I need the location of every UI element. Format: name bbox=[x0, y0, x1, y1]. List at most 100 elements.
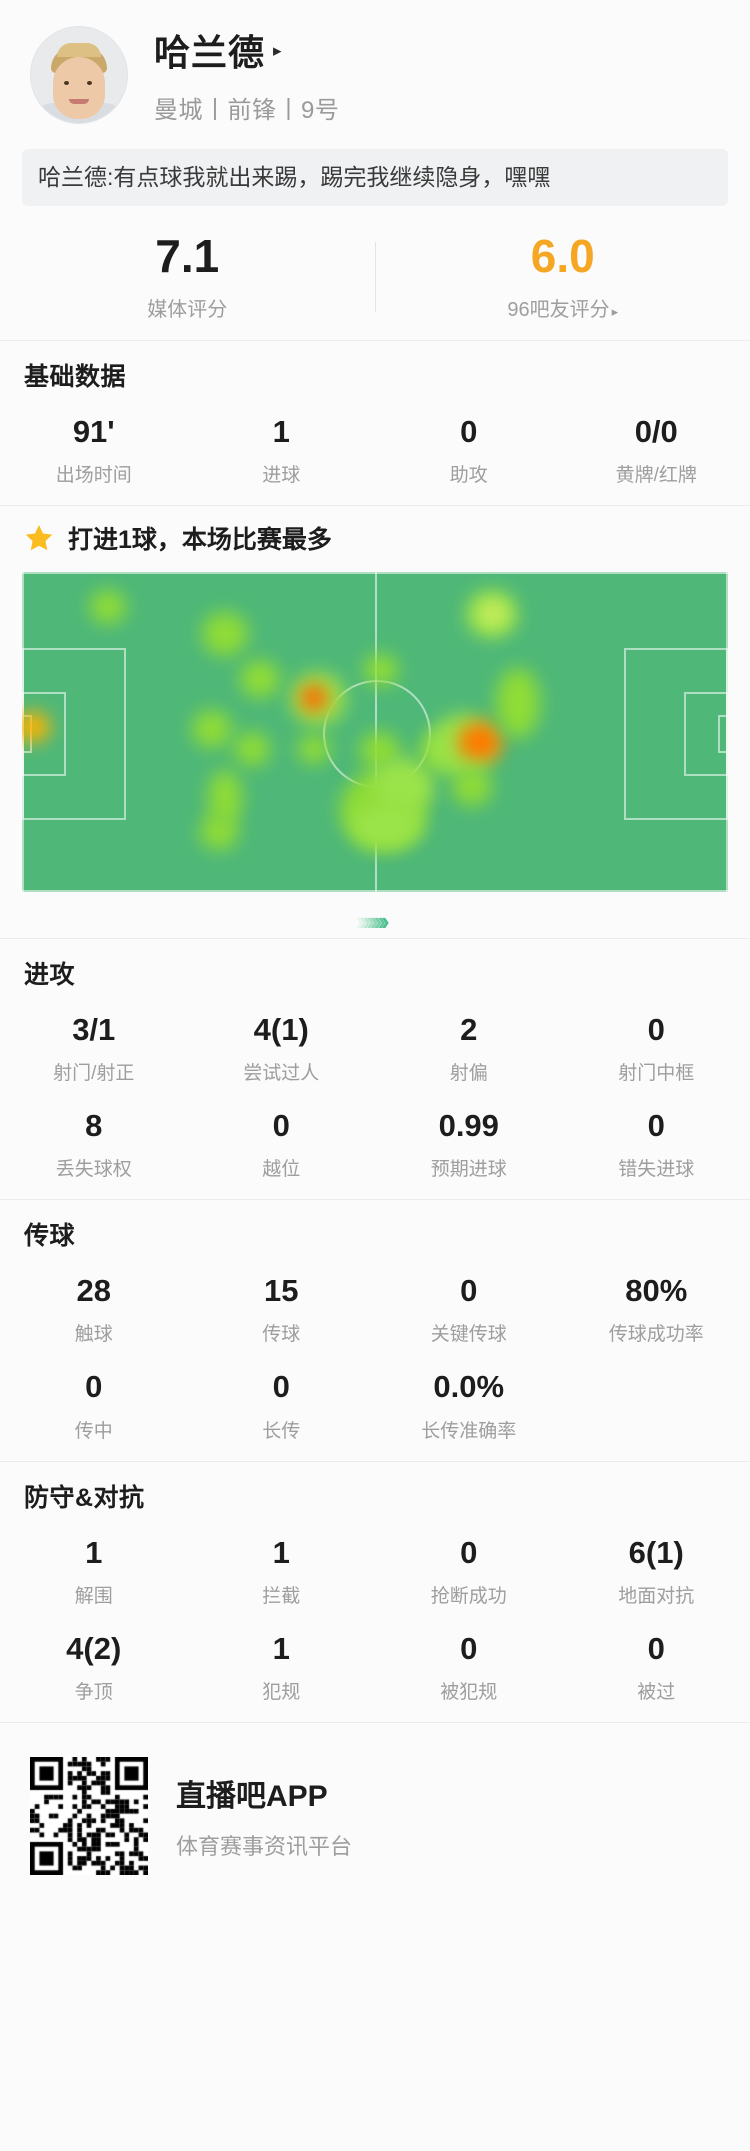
stat-cell: 0.0% 长传准确率 bbox=[375, 1354, 563, 1450]
stats-grid-defence: 1 解围 1 拦截 0 抢断成功 6(1) 地面对抗 4(2) 争顶 1 犯规 … bbox=[0, 1514, 750, 1722]
direction-arrow-icon: › bbox=[370, 906, 379, 937]
stat-label: 助攻 bbox=[449, 465, 488, 487]
direction-arrow-icon: › bbox=[366, 906, 375, 937]
stat-label: 关键传球 bbox=[430, 1324, 507, 1346]
stat-value: 1 bbox=[272, 414, 290, 450]
chevron-right-icon: ▸ bbox=[611, 304, 619, 320]
stat-value: 0 bbox=[272, 1369, 290, 1405]
stat-cell: 2 射偏 bbox=[375, 997, 563, 1093]
stat-cell: 8 丢失球权 bbox=[0, 1093, 188, 1189]
stat-label: 尝试过人 bbox=[243, 1063, 320, 1085]
stat-value: 91' bbox=[72, 414, 115, 450]
stat-cell: 0 错失进球 bbox=[563, 1093, 750, 1189]
player-name-row[interactable]: 哈兰德 ▸ bbox=[154, 24, 339, 76]
stat-cell: 0 被过 bbox=[563, 1616, 750, 1712]
stat-cell: 0 关键传球 bbox=[375, 1258, 563, 1354]
direction-arrow-icon: › bbox=[355, 906, 364, 937]
stat-value: 1 bbox=[272, 1534, 290, 1570]
stat-cell: 0/0 黄牌/红牌 bbox=[563, 399, 750, 495]
qr-code[interactable] bbox=[30, 1756, 148, 1875]
pitch-six-yard-right bbox=[684, 692, 728, 777]
heat-blob bbox=[300, 684, 328, 713]
stat-value: 0 bbox=[647, 1630, 665, 1666]
stat-label: 解围 bbox=[74, 1585, 113, 1607]
stat-value: 1 bbox=[272, 1630, 290, 1666]
stat-value: 0 bbox=[647, 1012, 665, 1048]
stat-value: 0 bbox=[272, 1108, 290, 1144]
section-divider bbox=[0, 1721, 750, 1723]
stat-value: 0 bbox=[460, 1273, 478, 1309]
section-divider bbox=[0, 1460, 750, 1462]
heat-blob bbox=[364, 654, 398, 687]
highlight-text: 打进1球，本场比赛最多 bbox=[68, 526, 332, 555]
heat-blob bbox=[496, 668, 540, 739]
heat-blob bbox=[374, 758, 434, 813]
player-identity: 哈兰德 ▸ 曼城丨前锋丨9号 bbox=[154, 24, 339, 125]
stat-value: 0 bbox=[460, 1630, 478, 1666]
section-divider bbox=[0, 505, 750, 507]
stat-label: 拦截 bbox=[262, 1585, 301, 1607]
stat-label: 射门中框 bbox=[618, 1063, 695, 1085]
stat-cell: 6(1) 地面对抗 bbox=[563, 1520, 750, 1616]
stat-value: 8 bbox=[85, 1108, 103, 1144]
stats-grid-attack: 3/1 射门/射正 4(1) 尝试过人 2 射偏 0 射门中框 8 丢失球权 0… bbox=[0, 991, 750, 1199]
stat-label: 传球 bbox=[262, 1324, 301, 1346]
section-title-passing: 传球 bbox=[24, 1222, 76, 1251]
avatar-eye-right bbox=[87, 80, 92, 85]
heat-blob bbox=[452, 768, 492, 807]
stat-value: 2 bbox=[460, 1012, 478, 1048]
stat-cell: 4(1) 尝试过人 bbox=[188, 997, 376, 1093]
app-description: 体育赛事资讯平台 bbox=[176, 1833, 353, 1859]
rating-fans-value: 6.0 bbox=[530, 229, 595, 282]
stat-label: 错失进球 bbox=[618, 1159, 695, 1181]
attack-direction-arrows: › › › › › › › › bbox=[0, 892, 750, 938]
direction-arrow-icon: › bbox=[381, 906, 390, 937]
stat-label: 被过 bbox=[637, 1681, 676, 1703]
stat-label: 抢断成功 bbox=[430, 1585, 507, 1607]
player-meta: 曼城丨前锋丨9号 bbox=[154, 97, 340, 124]
stat-label: 传中 bbox=[74, 1420, 113, 1442]
stat-label: 传球成功率 bbox=[608, 1324, 704, 1346]
section-title-basic: 基础数据 bbox=[24, 363, 127, 392]
direction-arrow-icon: › bbox=[377, 906, 387, 937]
section-divider bbox=[0, 340, 750, 342]
highlight-row: 打进1球，本场比赛最多 bbox=[0, 506, 750, 572]
stat-value: 4(2) bbox=[66, 1630, 122, 1666]
stat-cell: 0 传中 bbox=[0, 1354, 188, 1450]
stat-cell: 91' 出场时间 bbox=[0, 399, 188, 495]
stat-label: 黄牌/红牌 bbox=[615, 465, 697, 487]
stat-label: 预期进球 bbox=[430, 1159, 507, 1181]
heat-blob bbox=[90, 590, 126, 625]
stat-cell: 3/1 射门/射正 bbox=[0, 997, 188, 1093]
rating-fans-label[interactable]: 96吧友评分 ▸ bbox=[507, 293, 618, 322]
avatar[interactable] bbox=[30, 25, 128, 124]
stat-label: 射偏 bbox=[449, 1063, 488, 1085]
chevron-right-icon[interactable]: ▸ bbox=[273, 40, 282, 60]
stat-value: 0 bbox=[647, 1108, 665, 1144]
stat-cell: 0 助攻 bbox=[375, 399, 563, 495]
stat-cell: 1 进球 bbox=[188, 399, 376, 495]
rating-fans[interactable]: 6.0 96吧友评分 ▸ bbox=[376, 229, 750, 322]
section-divider bbox=[0, 1199, 750, 1201]
stat-label: 出场时间 bbox=[55, 465, 132, 487]
player-quote-banner[interactable]: 哈兰德:有点球我就出来踢，踢完我继续隐身，嘿嘿 bbox=[22, 149, 728, 206]
heat-blob bbox=[200, 814, 238, 851]
heat-blob bbox=[458, 722, 502, 763]
heat-blob bbox=[352, 804, 422, 849]
direction-arrow-icon: › bbox=[362, 906, 372, 937]
stat-label: 争顶 bbox=[74, 1681, 113, 1703]
avatar-eye-left bbox=[64, 80, 69, 85]
stat-value: 0 bbox=[460, 1534, 478, 1570]
stat-cell: 0 射门中框 bbox=[563, 997, 750, 1093]
stat-value: 4(1) bbox=[253, 1012, 309, 1048]
pitch-heatmap[interactable] bbox=[22, 572, 728, 893]
avatar-mouth bbox=[69, 98, 89, 104]
heat-blob bbox=[192, 710, 232, 749]
rating-media-label: 媒体评分 bbox=[147, 299, 228, 322]
rating-media: 7.1 媒体评分 bbox=[0, 231, 375, 322]
stat-label: 被犯规 bbox=[440, 1681, 498, 1703]
stat-cell: 1 解围 bbox=[0, 1520, 188, 1616]
stat-cell: 0 长传 bbox=[188, 1354, 376, 1450]
heatmap-section bbox=[0, 572, 750, 893]
